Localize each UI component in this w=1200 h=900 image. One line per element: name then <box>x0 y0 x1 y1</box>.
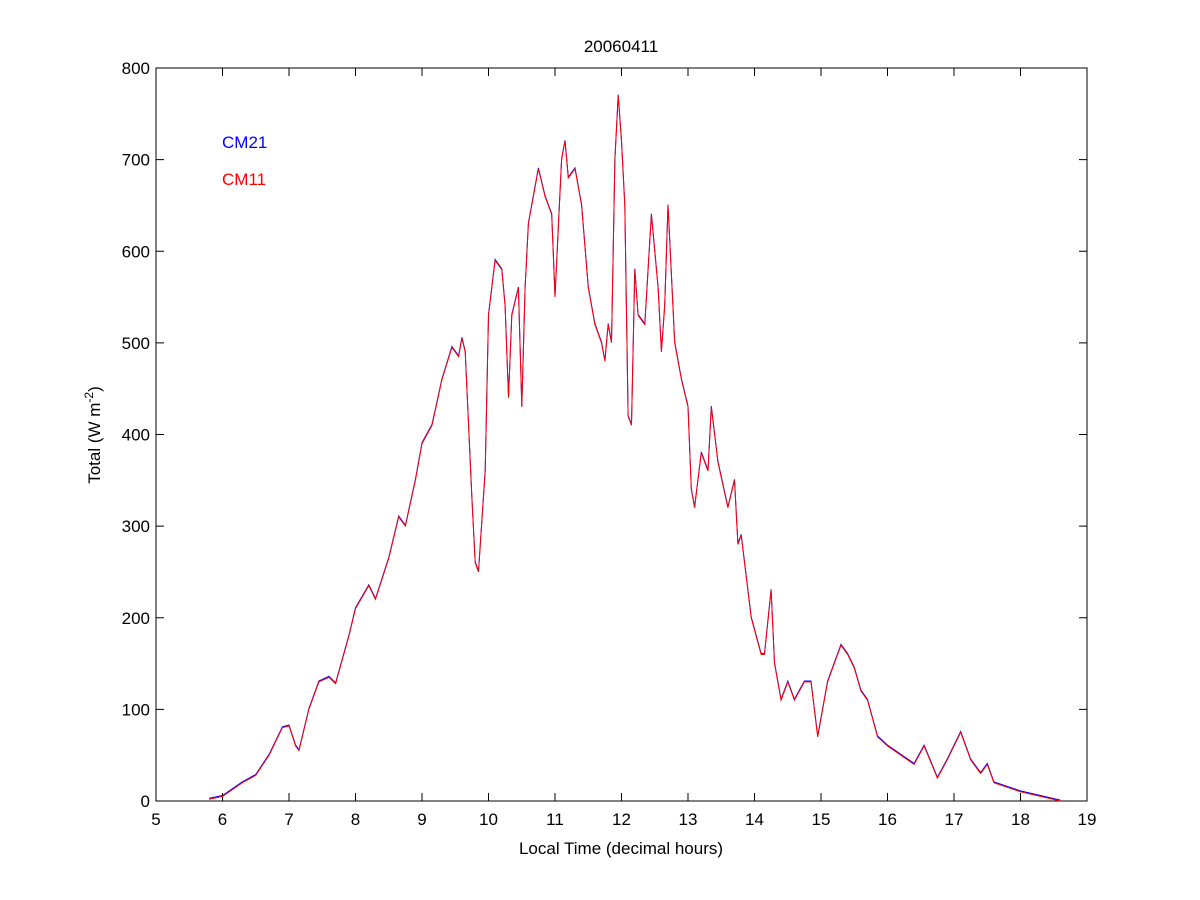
y-tick-label: 700 <box>122 151 150 170</box>
x-tick-label: 14 <box>745 810 764 829</box>
x-tick-label: 12 <box>612 810 631 829</box>
series-line-cm21 <box>209 94 1061 801</box>
x-tick-label: 6 <box>218 810 227 829</box>
y-tick-label: 600 <box>122 242 150 261</box>
x-tick-label: 9 <box>417 810 426 829</box>
x-tick-label: 11 <box>546 810 564 829</box>
chart-title: 20060411 <box>584 37 658 56</box>
y-tick-label: 800 <box>122 59 150 78</box>
x-tick-label: 19 <box>1078 810 1097 829</box>
y-tick-label: 300 <box>122 517 150 536</box>
x-tick-label: 18 <box>1011 810 1030 829</box>
series-line-cm11 <box>209 95 1061 802</box>
x-tick-label: 8 <box>351 810 360 829</box>
y-tick-label: 400 <box>122 426 150 445</box>
x-tick-label: 16 <box>878 810 897 829</box>
legend-entry-cm11: CM11 <box>222 170 266 189</box>
y-tick-label: 500 <box>122 334 150 353</box>
x-tick-label: 17 <box>945 810 964 829</box>
x-tick-label: 5 <box>151 810 160 829</box>
y-tick-label: 100 <box>122 700 150 719</box>
x-tick-label: 13 <box>679 810 698 829</box>
legend-entry-cm21: CM21 <box>222 133 267 152</box>
x-axis-label: Local Time (decimal hours) <box>519 839 723 858</box>
x-tick-label: 10 <box>479 810 498 829</box>
x-tick-label: 15 <box>812 810 831 829</box>
plot-area-frame <box>155 67 1088 802</box>
y-tick-label: 0 <box>141 792 150 811</box>
y-tick-label: 200 <box>122 609 150 628</box>
y-axis-label: Total (W m-2) <box>82 386 104 484</box>
x-tick-label: 7 <box>284 810 293 829</box>
